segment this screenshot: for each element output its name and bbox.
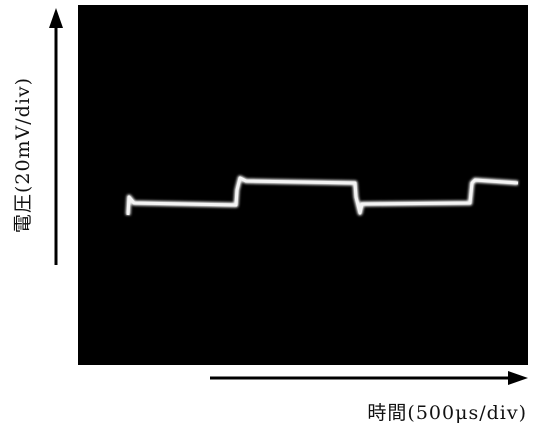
page: 電圧(20mV/div) 時間(500μs/div) (() => { cons… bbox=[0, 0, 533, 431]
x-axis-arrow bbox=[210, 371, 528, 385]
screen bbox=[78, 5, 528, 365]
figure: 電圧(20mV/div) 時間(500μs/div) bbox=[0, 0, 533, 431]
y-axis-arrow bbox=[49, 8, 63, 265]
y-axis-label: 電圧(20mV/div) bbox=[12, 77, 34, 233]
x-axis-label: 時間(500μs/div) bbox=[367, 402, 527, 424]
